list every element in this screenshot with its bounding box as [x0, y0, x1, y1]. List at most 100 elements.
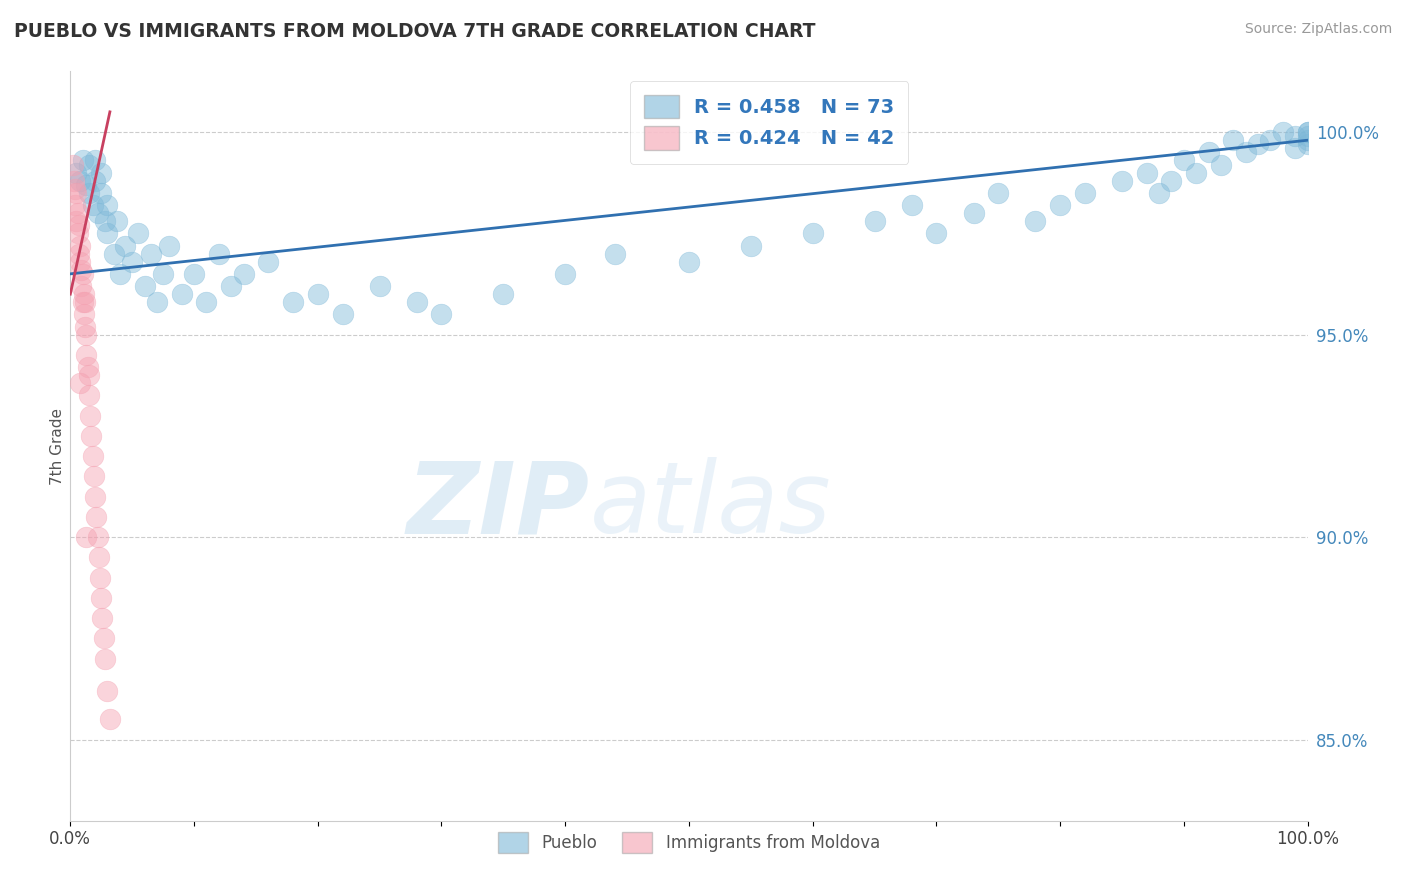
Point: [69, 254, 91, 268]
Point: [1247, 137, 1270, 152]
Point: [127, 227, 149, 241]
Point: [75, 178, 97, 192]
Point: [1209, 157, 1232, 171]
Point: [77, 157, 100, 171]
Point: [84, 509, 107, 524]
Point: [65, 214, 87, 228]
Point: [77, 368, 100, 383]
Point: [232, 267, 254, 281]
Point: [67, 246, 90, 260]
Point: [72, 153, 94, 168]
Point: [1198, 145, 1220, 160]
Point: [105, 214, 128, 228]
Point: [84, 490, 107, 504]
Point: [1147, 186, 1170, 200]
Point: [82, 198, 104, 212]
Point: [108, 267, 131, 281]
Point: [65, 166, 87, 180]
Point: [75, 327, 97, 342]
Point: [740, 238, 762, 252]
Point: [66, 227, 89, 241]
Point: [157, 238, 180, 252]
Point: [73, 287, 96, 301]
Point: [77, 186, 100, 200]
Point: [146, 295, 169, 310]
Point: [65, 198, 87, 212]
Point: [1222, 133, 1244, 147]
Text: atlas: atlas: [591, 458, 831, 555]
Point: [925, 227, 948, 241]
Point: [1296, 137, 1319, 152]
Point: [87, 550, 110, 565]
Point: [603, 246, 626, 260]
Point: [208, 246, 231, 260]
Point: [678, 254, 700, 268]
Point: [1173, 153, 1195, 168]
Point: [152, 267, 174, 281]
Point: [66, 206, 89, 220]
Point: [94, 214, 117, 228]
Point: [75, 348, 97, 362]
Point: [75, 295, 97, 310]
Point: [82, 449, 104, 463]
Point: [332, 307, 354, 321]
Point: [65, 186, 87, 200]
Point: [1296, 125, 1319, 139]
Point: [91, 611, 114, 625]
Point: [84, 174, 107, 188]
Point: [90, 186, 112, 200]
Point: [1074, 186, 1097, 200]
Point: [62, 157, 84, 171]
Text: PUEBLO VS IMMIGRANTS FROM MOLDOVA 7TH GRADE CORRELATION CHART: PUEBLO VS IMMIGRANTS FROM MOLDOVA 7TH GR…: [14, 22, 815, 41]
Point: [69, 238, 91, 252]
Point: [134, 279, 156, 293]
Point: [307, 287, 329, 301]
Point: [1296, 133, 1319, 147]
Point: [987, 186, 1010, 200]
Point: [70, 279, 93, 293]
Point: [183, 267, 205, 281]
Point: [69, 174, 91, 188]
Point: [98, 712, 121, 726]
Text: Source: ZipAtlas.com: Source: ZipAtlas.com: [1244, 22, 1392, 37]
Point: [63, 174, 86, 188]
Point: [83, 469, 105, 483]
Point: [65, 182, 87, 196]
Point: [257, 254, 280, 268]
Point: [1136, 166, 1159, 180]
Point: [80, 429, 103, 443]
Point: [89, 571, 111, 585]
Y-axis label: 7th Grade: 7th Grade: [49, 408, 65, 484]
Point: [1234, 145, 1257, 160]
Point: [139, 246, 162, 260]
Point: [1185, 166, 1208, 180]
Point: [405, 295, 427, 310]
Point: [1024, 214, 1046, 228]
Point: [67, 219, 90, 233]
Point: [368, 279, 391, 293]
Point: [93, 632, 115, 646]
Point: [1284, 141, 1306, 155]
Point: [90, 591, 112, 605]
Point: [94, 651, 117, 665]
Point: [86, 206, 108, 220]
Point: [900, 198, 922, 212]
Legend: Pueblo, Immigrants from Moldova: Pueblo, Immigrants from Moldova: [489, 824, 889, 861]
Point: [430, 307, 453, 321]
Point: [1284, 129, 1306, 144]
Point: [73, 307, 96, 321]
Point: [96, 227, 118, 241]
Point: [103, 246, 125, 260]
Point: [1049, 198, 1071, 212]
Point: [96, 684, 118, 698]
Point: [114, 238, 136, 252]
Point: [801, 227, 824, 241]
Point: [69, 376, 91, 391]
Point: [170, 287, 193, 301]
Point: [86, 530, 108, 544]
Point: [1296, 129, 1319, 144]
Point: [77, 388, 100, 402]
Point: [219, 279, 242, 293]
Point: [121, 254, 143, 268]
Point: [75, 319, 97, 334]
